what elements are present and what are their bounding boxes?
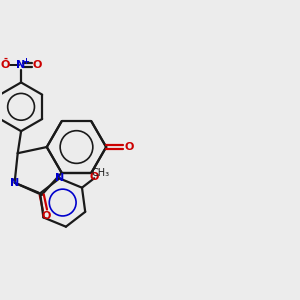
Text: CH₃: CH₃ bbox=[92, 168, 110, 178]
Text: O: O bbox=[32, 60, 41, 70]
Text: +: + bbox=[22, 57, 29, 66]
Text: O: O bbox=[124, 142, 134, 152]
Text: N: N bbox=[55, 173, 64, 183]
Text: O: O bbox=[89, 172, 99, 182]
Text: N: N bbox=[10, 178, 19, 188]
Text: O: O bbox=[42, 211, 51, 221]
Text: O: O bbox=[1, 60, 10, 70]
Text: -: - bbox=[3, 53, 7, 63]
Text: N: N bbox=[16, 60, 26, 70]
